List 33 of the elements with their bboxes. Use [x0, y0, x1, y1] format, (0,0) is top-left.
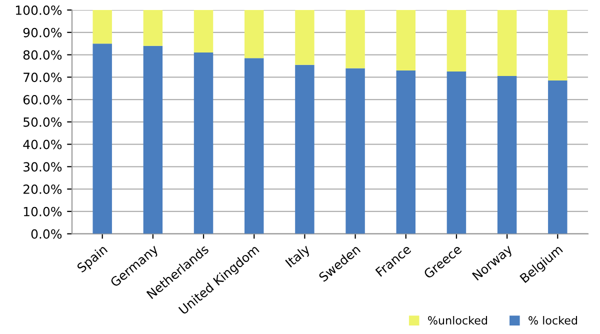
bar: [346, 10, 365, 68]
y-tick-label: 50.0%: [24, 117, 62, 127]
bar: [446, 10, 466, 72]
bar: [92, 10, 112, 44]
bar: [143, 46, 163, 234]
y-tick-label: 40.0%: [23, 140, 62, 150]
y-tick-label: 20.0%: [23, 184, 62, 194]
bar: [346, 68, 365, 234]
bar: [396, 70, 416, 234]
legend-label: %unlocked: [428, 316, 487, 325]
y-tick-label: 0.0%: [31, 229, 62, 239]
y-tick-label: 60.0%: [23, 95, 62, 104]
bar: [396, 10, 416, 70]
y-tick-label: 10.0%: [24, 206, 62, 216]
bar: [194, 52, 214, 234]
y-tick-label: 70.0%: [24, 72, 62, 82]
y-tick-label: 100.0%: [16, 5, 62, 15]
bar: [446, 72, 466, 234]
y-tick-label: 80.0%: [23, 50, 62, 60]
bar: [194, 10, 214, 53]
bar: [295, 64, 314, 234]
y-tick-label: 30.0%: [24, 162, 62, 172]
bar: [548, 10, 568, 81]
legend-label: % locked: [528, 316, 577, 325]
y-tick-label: 90.0%: [23, 28, 62, 38]
bar: [497, 10, 517, 76]
bar: [497, 76, 517, 234]
bar: [295, 10, 314, 65]
bar: [244, 10, 264, 58]
bar: [92, 44, 112, 234]
bar: [143, 10, 163, 46]
bar: [244, 58, 264, 234]
bar: [548, 80, 568, 234]
